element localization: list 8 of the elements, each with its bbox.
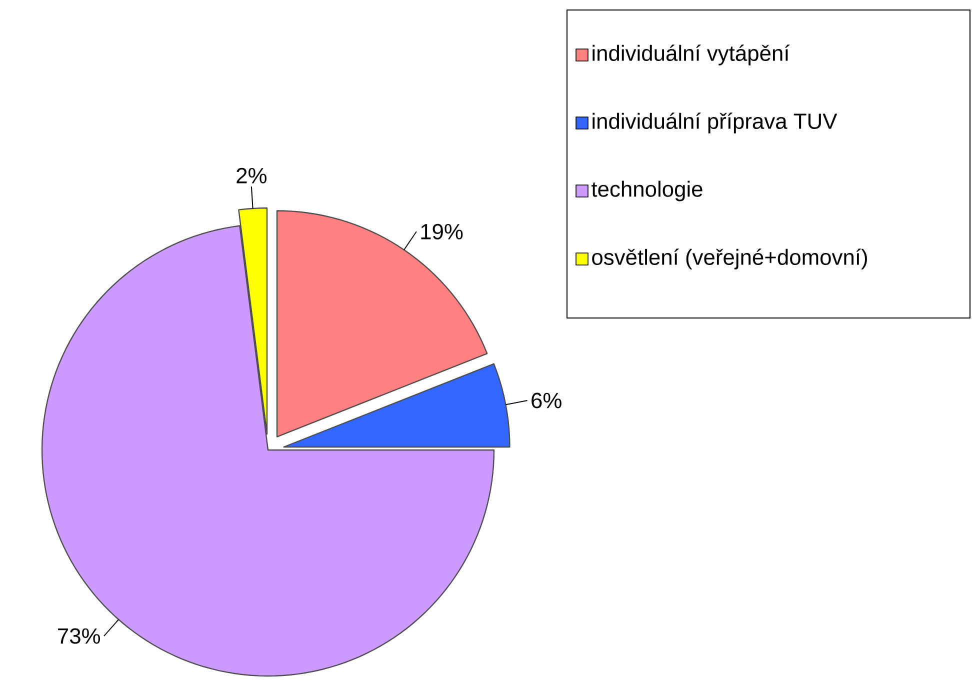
legend-label: individuální vytápění — [592, 44, 790, 66]
data-label: 19% — [421, 224, 463, 240]
legend-label: technologie — [592, 180, 702, 202]
legend-label: osvětlení (veřejné+domovní) — [592, 248, 867, 270]
legend-label: individuální příprava TUV — [592, 112, 838, 134]
data-label: 2% — [236, 168, 266, 184]
data-label: 6% — [532, 392, 562, 408]
data-label: 73% — [58, 628, 100, 644]
